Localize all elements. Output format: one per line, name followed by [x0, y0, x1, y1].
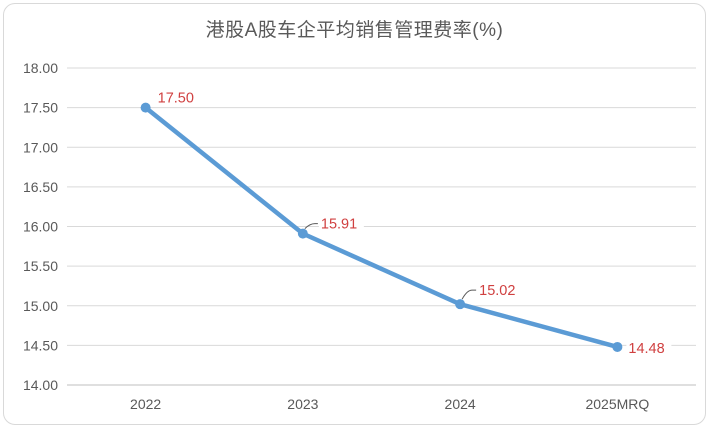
x-axis-category-label: 2025MRQ: [585, 396, 649, 412]
x-axis-category-label: 2023: [287, 396, 318, 412]
y-axis-tick-label: 14.50: [23, 337, 58, 353]
y-axis-tick-label: 14.00: [23, 377, 58, 393]
y-axis-tick-label: 17.00: [23, 139, 58, 155]
data-point-marker: [297, 228, 308, 239]
y-axis-tick-label: 15.00: [23, 298, 58, 314]
data-label: 15.91: [321, 217, 357, 233]
data-label: 15.02: [479, 283, 515, 299]
x-axis-category-label: 2024: [445, 396, 476, 412]
y-axis-tick-label: 16.50: [23, 179, 58, 195]
data-point-marker: [140, 102, 151, 113]
y-axis-tick-label: 15.50: [23, 258, 58, 274]
chart-title: 港股A股车企平均销售管理费率(%): [205, 20, 504, 41]
data-label-leader-line: [304, 223, 318, 229]
data-label-bg: [155, 88, 201, 107]
data-label: 14.48: [628, 341, 664, 357]
y-axis-tick-label: 16.00: [23, 219, 58, 235]
x-axis-category-label: 2022: [130, 396, 161, 412]
data-label-bg: [626, 338, 672, 357]
data-point-marker: [455, 299, 466, 310]
y-axis-tick-label: 18.00: [23, 60, 58, 76]
data-point-marker: [612, 341, 623, 352]
data-label-leader-line: [461, 289, 477, 300]
data-label-bg: [477, 281, 523, 300]
series-line: [143, 105, 620, 350]
data-label-bg: [318, 214, 364, 233]
data-label: 17.50: [158, 91, 194, 107]
y-axis-tick-label: 17.50: [23, 100, 58, 116]
